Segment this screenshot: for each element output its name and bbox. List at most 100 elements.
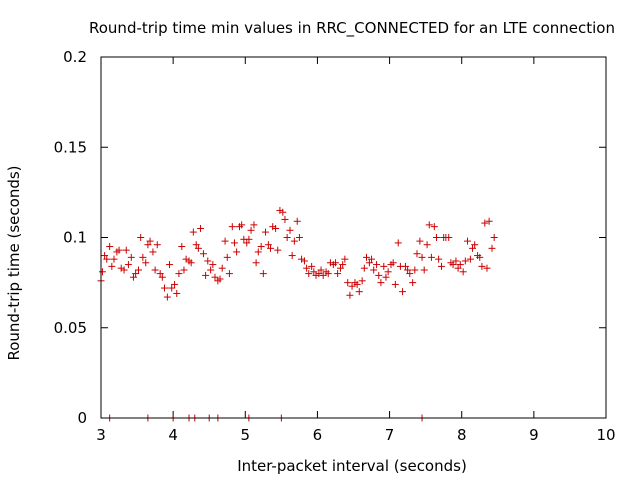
data-point <box>259 270 267 278</box>
x-tick-label: 3 <box>96 426 106 444</box>
data-point <box>373 261 381 269</box>
data-point <box>315 270 323 278</box>
data-point <box>310 268 318 276</box>
data-point <box>175 270 183 278</box>
data-point <box>120 266 128 274</box>
data-point <box>454 264 462 272</box>
y-tick: 0.15 <box>54 138 606 156</box>
data-point <box>425 221 433 229</box>
x-tick-label: 7 <box>385 426 395 444</box>
data-point <box>334 270 342 278</box>
data-point <box>108 262 116 270</box>
data-point <box>319 271 327 279</box>
data-point <box>247 226 255 234</box>
data-point <box>153 241 161 249</box>
data-point <box>124 261 132 269</box>
data-point <box>418 253 426 261</box>
data-point <box>279 208 287 216</box>
data-point <box>221 237 229 245</box>
data-point <box>139 253 147 261</box>
data-point <box>110 255 118 263</box>
x-tick-label: 9 <box>529 426 539 444</box>
data-point <box>197 224 205 232</box>
data-point <box>353 280 361 288</box>
data-point <box>293 217 301 225</box>
data-point <box>435 255 443 263</box>
data-point <box>413 250 421 258</box>
data-point <box>106 243 114 251</box>
y-tick: 0.1 <box>63 229 606 247</box>
data-point <box>192 241 200 249</box>
data-point <box>459 268 467 276</box>
data-point <box>466 255 474 263</box>
data-point <box>317 266 325 274</box>
data-point <box>272 224 280 232</box>
data-point <box>230 239 238 247</box>
data-point <box>290 237 298 245</box>
data-point <box>168 284 176 292</box>
x-tick: 5 <box>241 57 251 444</box>
data-point <box>233 248 241 256</box>
data-point <box>399 288 407 296</box>
data-point <box>355 288 363 296</box>
data-point <box>394 239 402 247</box>
data-point <box>261 228 269 236</box>
data-point <box>331 259 339 267</box>
data-point <box>223 253 231 261</box>
data-point <box>409 279 417 287</box>
data-point <box>370 266 378 274</box>
data-point <box>391 280 399 288</box>
data-point <box>471 241 479 249</box>
data-point <box>288 252 296 260</box>
data-point <box>365 259 373 267</box>
x-axis-label: Inter-packet interval (seconds) <box>237 457 467 475</box>
data-point <box>380 262 388 270</box>
data-point <box>254 248 262 256</box>
data-point <box>490 234 498 241</box>
data-point <box>264 241 272 249</box>
x-tick-label: 4 <box>168 426 178 444</box>
data-point <box>245 235 253 243</box>
x-tick: 8 <box>457 57 467 444</box>
data-point <box>416 237 424 245</box>
data-point <box>129 273 137 281</box>
data-point <box>423 241 431 249</box>
data-point <box>478 262 486 270</box>
data-point <box>298 255 306 263</box>
data-point <box>243 239 251 247</box>
data-point <box>122 246 130 254</box>
data-point <box>132 270 140 278</box>
data-point <box>276 206 284 214</box>
data-point <box>98 268 106 276</box>
data-point <box>225 270 233 278</box>
data-point <box>456 261 464 269</box>
data-point <box>445 234 453 241</box>
x-tick-label: 10 <box>596 426 615 444</box>
y-tick-label: 0.1 <box>63 229 87 247</box>
data-point <box>204 257 212 265</box>
data-point <box>312 271 320 279</box>
data-point <box>427 253 435 261</box>
data-point <box>420 266 428 274</box>
data-point <box>308 262 316 270</box>
data-point <box>483 264 491 272</box>
data-point <box>324 270 332 278</box>
axis-ticks: 3 4 5 6 7 8 9 10 0 0.05 0.1 0.15 0.2 <box>54 48 616 444</box>
y-tick-label: 0.05 <box>54 319 87 337</box>
data-point <box>216 275 224 283</box>
data-point <box>300 257 308 265</box>
data-point <box>346 291 354 299</box>
data-point <box>135 266 143 274</box>
x-tick: 7 <box>385 57 395 444</box>
y-tick: 0.05 <box>54 319 606 337</box>
data-point <box>171 280 179 288</box>
data-point <box>337 264 345 272</box>
chart-title: Round-trip time min values in RRC_CONNEC… <box>89 19 615 38</box>
data-point <box>362 253 370 261</box>
x-tick-label: 5 <box>241 426 251 444</box>
data-point <box>137 234 145 241</box>
plot-frame <box>100 56 607 419</box>
x-tick: 9 <box>529 57 539 444</box>
x-tick-label: 8 <box>457 426 467 444</box>
